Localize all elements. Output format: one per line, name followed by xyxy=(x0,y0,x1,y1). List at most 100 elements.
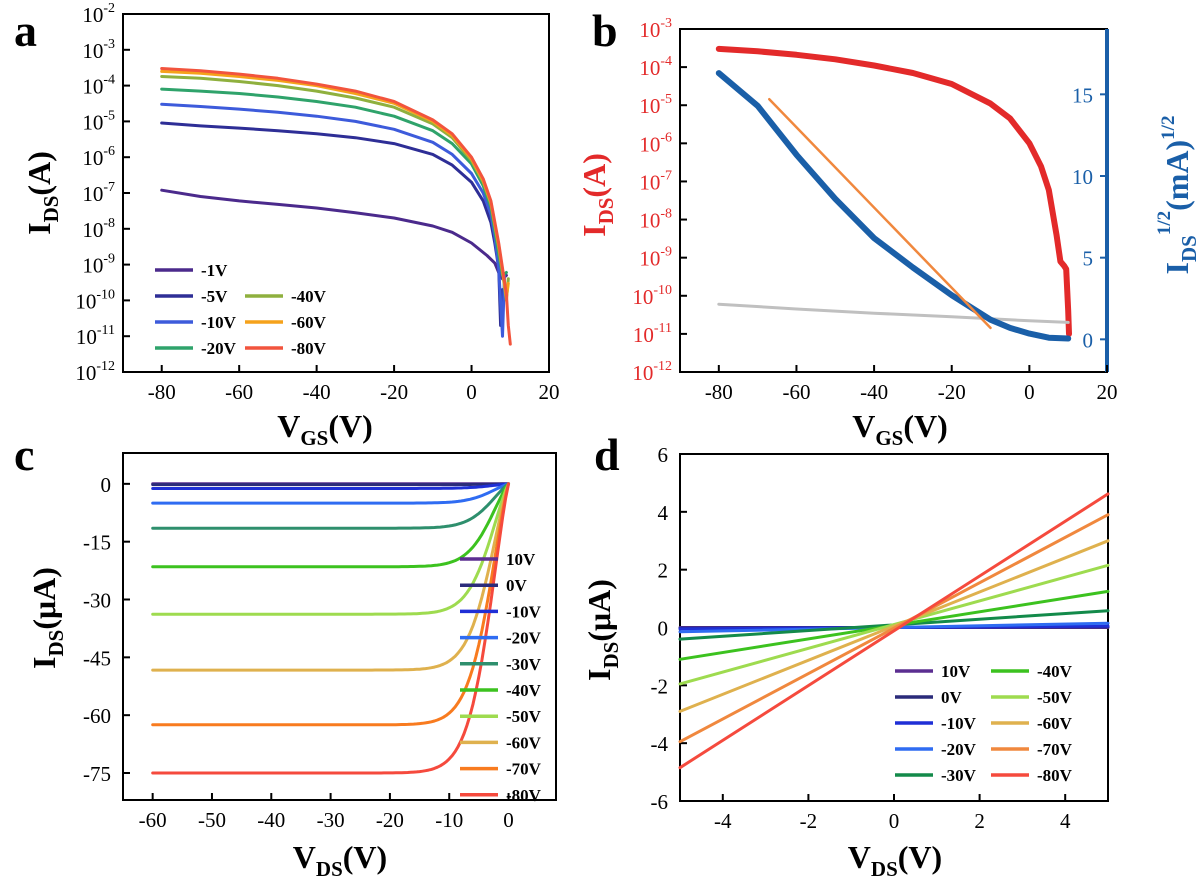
y2-tick-label: 10 xyxy=(1072,165,1093,189)
legend-label: -40V xyxy=(506,681,542,700)
y-tick-exp: -11 xyxy=(654,321,672,336)
y-tick-exp: -9 xyxy=(660,245,672,260)
x-tick-label: -4 xyxy=(714,809,732,833)
ylabel-sub: DS xyxy=(39,196,63,223)
y-tick-label: 10-6 xyxy=(82,144,115,170)
legend-label: -70V xyxy=(1037,740,1073,759)
y-tick-label: 10-4 xyxy=(82,73,115,99)
x-tick-label: -80 xyxy=(705,380,733,404)
legend-label: -20V xyxy=(941,740,977,759)
y-tick-base: 10 xyxy=(639,94,660,118)
y-tick-label: 10-9 xyxy=(82,252,115,278)
ylabel-main: I xyxy=(581,668,617,680)
y2label-tail: (mA) xyxy=(1159,140,1195,211)
series-line--60V xyxy=(678,539,1110,713)
legend-label: -10V xyxy=(201,313,237,332)
y-tick-base: 10 xyxy=(639,170,660,194)
y-tick-label: 2 xyxy=(658,559,669,583)
legend-label: -10V xyxy=(941,714,977,733)
y-tick-label: 4 xyxy=(658,501,669,525)
y-tick-label: 10-5 xyxy=(639,92,672,118)
panel-label: c xyxy=(14,429,34,480)
y-tick-base: 10 xyxy=(75,289,96,313)
y-tick-label: -75 xyxy=(83,762,111,786)
legend-label: -30V xyxy=(506,655,542,674)
x-tick-label: -40 xyxy=(257,808,285,832)
y-tick-label: 10-12 xyxy=(632,359,672,385)
y-tick-base: 10 xyxy=(82,110,103,134)
panel-label: b xyxy=(592,5,618,56)
y-tick-label: 0 xyxy=(658,617,669,641)
legend-label: 0V xyxy=(506,576,528,595)
x-tick-label: -60 xyxy=(225,380,253,404)
xlabel-main: V xyxy=(848,839,871,875)
x-tick-label: 0 xyxy=(503,808,514,832)
series-line--80V xyxy=(151,482,510,775)
y-tick-base: 10 xyxy=(82,39,103,63)
y-tick-label: 10-7 xyxy=(82,180,115,206)
x-tick-label: 20 xyxy=(1097,380,1118,404)
legend-label: -30V xyxy=(941,766,977,785)
y-tick-exp: -6 xyxy=(103,144,115,159)
legend-label: -20V xyxy=(201,339,237,358)
y-tick-exp: -9 xyxy=(103,252,115,267)
xlabel: VGS(V) xyxy=(277,408,373,450)
x-tick-label: 2 xyxy=(974,809,985,833)
y-tick-base: 10 xyxy=(639,56,660,80)
ylabel-sub: DS xyxy=(594,198,618,225)
legend-label: -5V xyxy=(201,287,228,306)
y-tick-label: 10-5 xyxy=(82,108,115,134)
series-line-sqrt-IDS xyxy=(715,70,1072,342)
xlabel-main: V xyxy=(277,408,300,444)
ylabel: IDS(A) xyxy=(576,153,618,237)
series-line--50V xyxy=(151,482,510,616)
legend-label: -80V xyxy=(291,339,327,358)
y-tick-label: 0 xyxy=(101,473,112,497)
legend-label: 0V xyxy=(941,688,963,707)
x-tick-label: 0 xyxy=(889,809,900,833)
y-tick-label: -30 xyxy=(83,589,111,613)
ylabel-tail: (A) xyxy=(576,153,612,197)
x-tick-label: -80 xyxy=(148,380,176,404)
xlabel-sub: DS xyxy=(871,857,898,881)
x-tick-label: -60 xyxy=(782,380,810,404)
y2label: IDS1/2(mA)1/2 xyxy=(1154,116,1196,275)
legend-label: -40V xyxy=(291,287,327,306)
y-tick-label: -4 xyxy=(651,732,669,756)
x-tick-label: 20 xyxy=(539,380,560,404)
series-line-IDS xyxy=(715,45,1072,337)
panel-label: a xyxy=(14,5,37,56)
y-tick-label: 10-12 xyxy=(75,359,115,385)
y-tick-exp: -2 xyxy=(103,1,115,16)
y-tick-exp: -12 xyxy=(96,359,115,374)
panel-a: 10-1210-1110-1010-910-810-710-610-510-41… xyxy=(14,1,560,450)
y-tick-label: 10-7 xyxy=(639,168,672,194)
ylabel-tail: (μA) xyxy=(581,579,617,642)
legend-label: -20V xyxy=(506,629,542,648)
series-line--80V xyxy=(678,492,1110,770)
y-tick-label: 10-8 xyxy=(82,216,115,242)
y-tick-exp: -8 xyxy=(660,207,672,222)
series-line--20V xyxy=(151,482,510,505)
panel-c: 0 -15 -30 -45 -60 -75 -60 -50 -40 -30 -20 -10 0 10V 0V… xyxy=(14,429,557,881)
xlabel: VGS(V) xyxy=(852,408,948,450)
ylabel: IDS(A) xyxy=(21,151,63,235)
y2-tick-label: 15 xyxy=(1072,83,1093,107)
y-tick-exp: -10 xyxy=(653,283,672,298)
panel-label: d xyxy=(594,429,620,480)
xlabel-main: V xyxy=(293,839,316,875)
y-tick-exp: -4 xyxy=(660,54,672,69)
y-tick-exp: -7 xyxy=(103,180,115,195)
series-line--10V xyxy=(160,102,506,338)
y-tick-base: 10 xyxy=(82,3,103,27)
y-tick-base: 10 xyxy=(639,132,660,156)
y-tick-base: 10 xyxy=(639,209,660,233)
series-line--40V xyxy=(151,482,510,569)
y-tick-label: 10-4 xyxy=(639,54,672,80)
y-tick-exp: -3 xyxy=(660,16,672,31)
y2-tick-label: 0 xyxy=(1083,328,1094,352)
y2label-sup: 1/2 xyxy=(1154,211,1175,235)
y2label-tail-sup: 1/2 xyxy=(1158,116,1179,140)
legend-label: -10V xyxy=(506,602,542,621)
y-tick-base: 10 xyxy=(82,218,103,242)
